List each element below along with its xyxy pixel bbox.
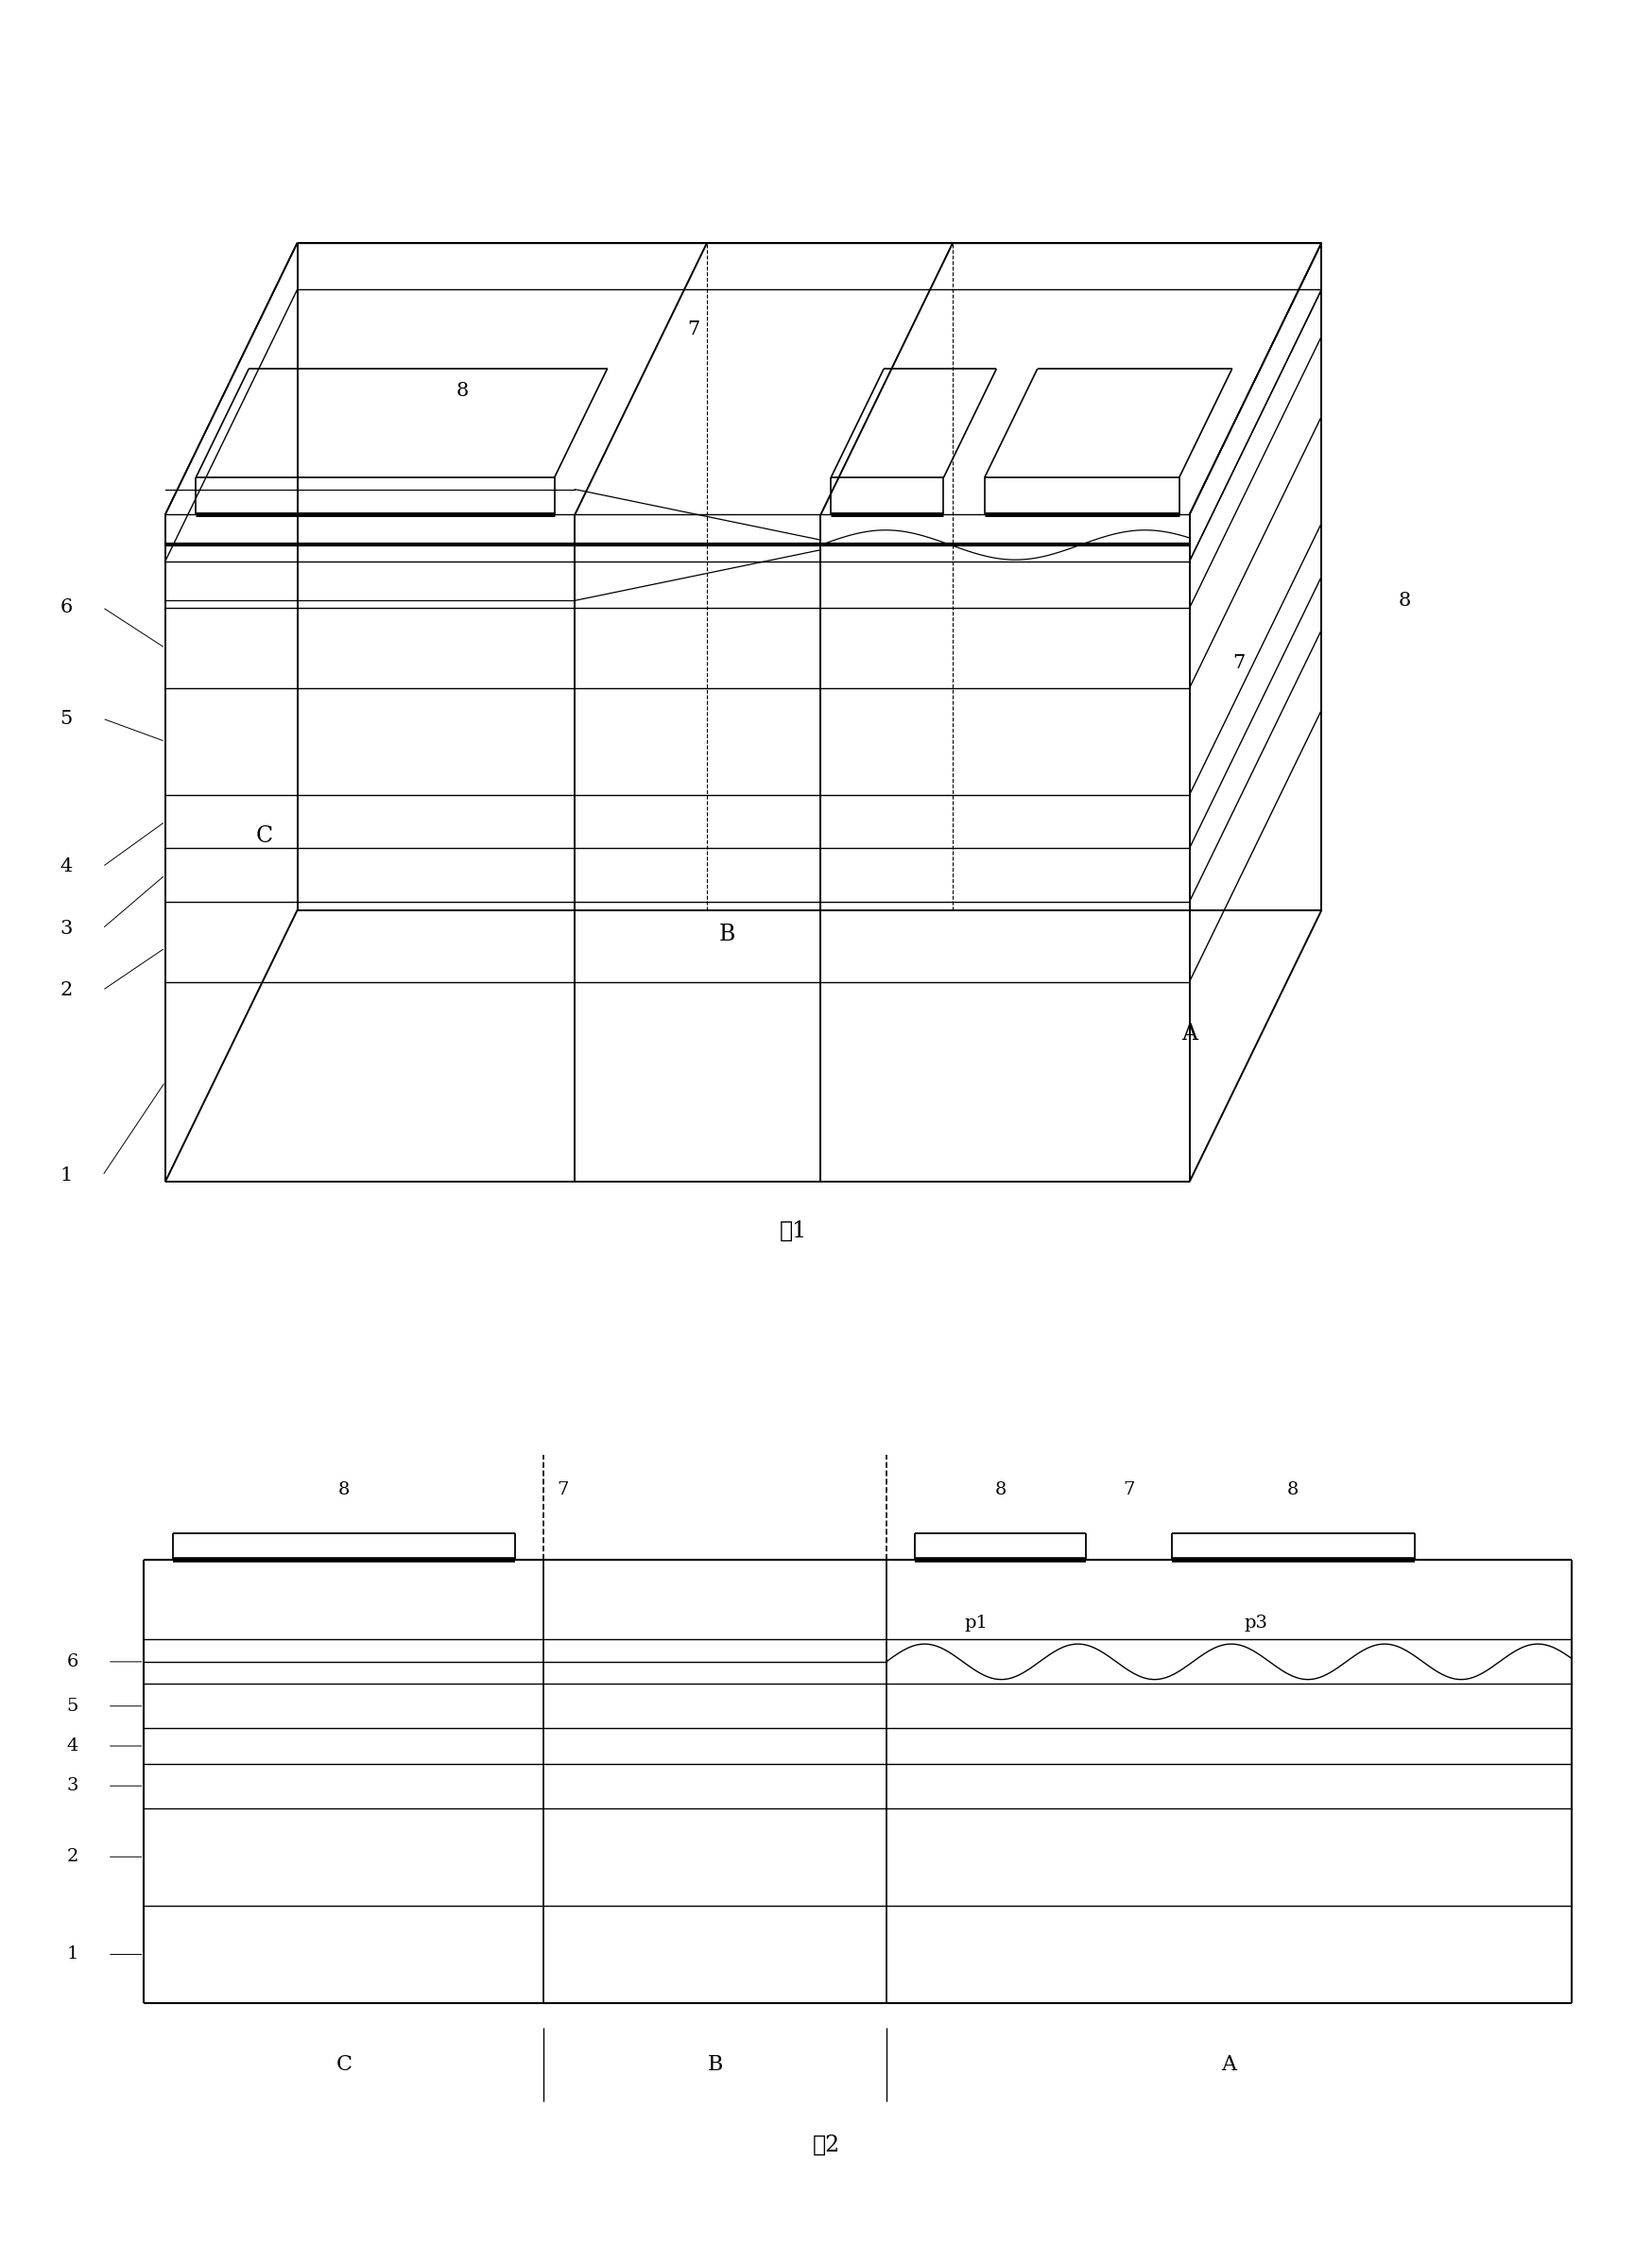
Text: 6: 6 [66, 1654, 79, 1670]
Text: A: A [1221, 2054, 1236, 2076]
Text: 2: 2 [59, 982, 73, 1000]
Text: 3: 3 [59, 919, 73, 937]
Text: 7: 7 [687, 321, 700, 337]
Text: p3: p3 [1244, 1613, 1267, 1631]
Text: 3: 3 [66, 1777, 79, 1795]
Text: 5: 5 [66, 1696, 79, 1714]
Text: 6: 6 [59, 598, 73, 616]
Text: 2: 2 [66, 1849, 79, 1865]
Text: B: B [707, 2054, 722, 2076]
Text: 7: 7 [1232, 654, 1246, 672]
Text: 图2: 图2 [813, 2135, 839, 2155]
Text: 8: 8 [995, 1481, 1006, 1499]
Text: 8: 8 [456, 382, 469, 400]
Text: 8: 8 [339, 1481, 350, 1499]
Text: 7: 7 [1123, 1481, 1135, 1499]
Text: C: C [335, 2054, 352, 2076]
Text: 5: 5 [59, 710, 73, 728]
Text: A: A [1181, 1022, 1198, 1045]
Text: 4: 4 [66, 1737, 79, 1755]
Text: 1: 1 [66, 1946, 79, 1964]
Text: 1: 1 [59, 1166, 73, 1184]
Text: p1: p1 [965, 1613, 988, 1631]
Text: C: C [256, 825, 273, 847]
Text: 8: 8 [1287, 1481, 1298, 1499]
Text: 图1: 图1 [780, 1220, 806, 1243]
Text: 8: 8 [1398, 593, 1411, 609]
Text: B: B [719, 924, 735, 946]
Text: 7: 7 [557, 1481, 568, 1499]
Text: 4: 4 [59, 858, 73, 876]
